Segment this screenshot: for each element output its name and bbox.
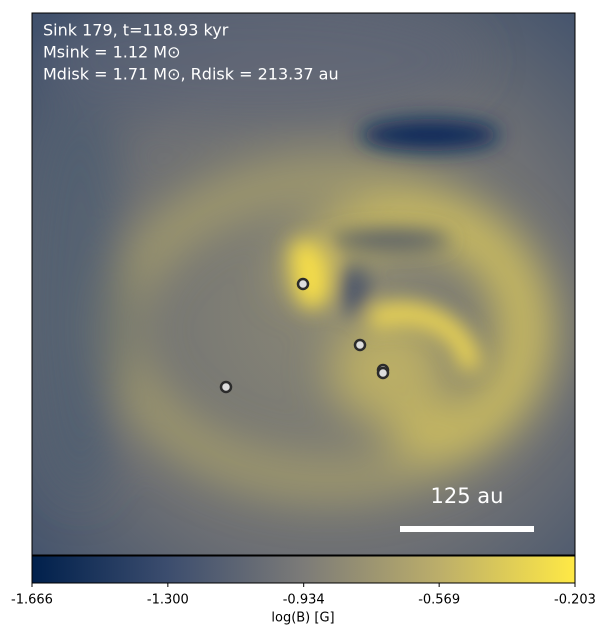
- field-image: [32, 13, 575, 555]
- colorbar-tick-label: -0.203: [554, 593, 596, 608]
- sink: [219, 380, 233, 394]
- sink: [353, 338, 367, 352]
- annotation: Mdisk = 1.71 M⊙, Rdisk = 213.37 au: [43, 65, 339, 84]
- sink: [376, 366, 390, 380]
- scale-bar-label: 125 au: [431, 484, 504, 508]
- colorbar-label: log(B) [G]: [271, 611, 334, 626]
- sinks: [219, 277, 390, 394]
- colorbar-tick-label: -0.934: [283, 593, 325, 608]
- plot-frame: [31, 12, 576, 556]
- colorbar-tick-label: -1.666: [11, 593, 53, 608]
- sink: [296, 277, 310, 291]
- colorbar-tick-label: -1.300: [147, 593, 189, 608]
- colorbar-tick-label: -0.569: [418, 593, 460, 608]
- annotation: Msink = 1.12 M⊙: [43, 43, 181, 62]
- colorbar: [31, 555, 576, 584]
- annotation: Sink 179, t=118.93 kyr: [43, 21, 229, 40]
